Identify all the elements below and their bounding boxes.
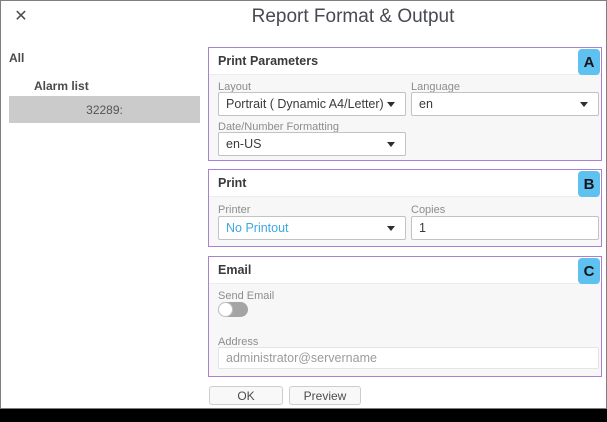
ok-button[interactable]: OK [209,386,283,405]
badge-a: A [578,49,600,75]
layout-dropdown-value: Portrait ( Dynamic A4/Letter) [226,97,384,111]
language-dropdown[interactable]: en [411,92,599,116]
sidebar-item-alarm-selected[interactable]: 32289: [9,96,200,123]
copies-input[interactable] [411,216,599,240]
chevron-down-icon [387,142,395,147]
printer-dropdown-value: No Printout [226,221,289,235]
report-format-dialog: ✕ Report Format & Output All Alarm list … [0,0,607,409]
badge-c: C [578,258,600,284]
badge-b: B [578,171,600,197]
layout-dropdown[interactable]: Portrait ( Dynamic A4/Letter) [218,92,406,116]
date-number-formatting-label: Date/Number Formatting [218,121,340,133]
section-email-header: Email [209,257,601,284]
language-label: Language [411,81,460,93]
section-title: Print Parameters [218,54,319,68]
send-email-label: Send Email [218,290,275,302]
toggle-knob-icon [218,302,233,317]
address-input[interactable] [218,347,599,369]
chevron-down-icon [387,102,395,107]
send-email-toggle[interactable] [218,302,248,317]
language-dropdown-value: en [419,97,433,111]
close-icon[interactable]: ✕ [14,8,28,25]
chevron-down-icon [387,226,395,231]
printer-dropdown[interactable]: No Printout [218,216,406,240]
background-bar [0,409,607,422]
chevron-down-icon [580,102,588,107]
preview-button[interactable]: Preview [289,386,361,405]
sidebar-item-all[interactable]: All [9,51,25,65]
section-print-parameters: Print Parameters A Layout Portrait ( Dyn… [208,47,602,161]
date-number-formatting-dropdown[interactable]: en-US [218,132,406,156]
address-label: Address [218,336,259,348]
sidebar-item-alarm-list[interactable]: Alarm list [34,79,89,93]
section-print: Print B Printer No Printout Copies [208,169,602,247]
section-email: Email C Send Email Address [208,256,602,377]
copies-label: Copies [411,204,446,216]
section-print-parameters-header: Print Parameters [209,48,601,75]
section-print-header: Print [209,170,601,197]
printer-label: Printer [218,204,251,216]
layout-label: Layout [218,81,252,93]
date-number-formatting-dropdown-value: en-US [226,137,262,151]
dialog-title: Report Format & Output [251,6,455,27]
section-title: Email [218,263,252,277]
section-title: Print [218,176,247,190]
